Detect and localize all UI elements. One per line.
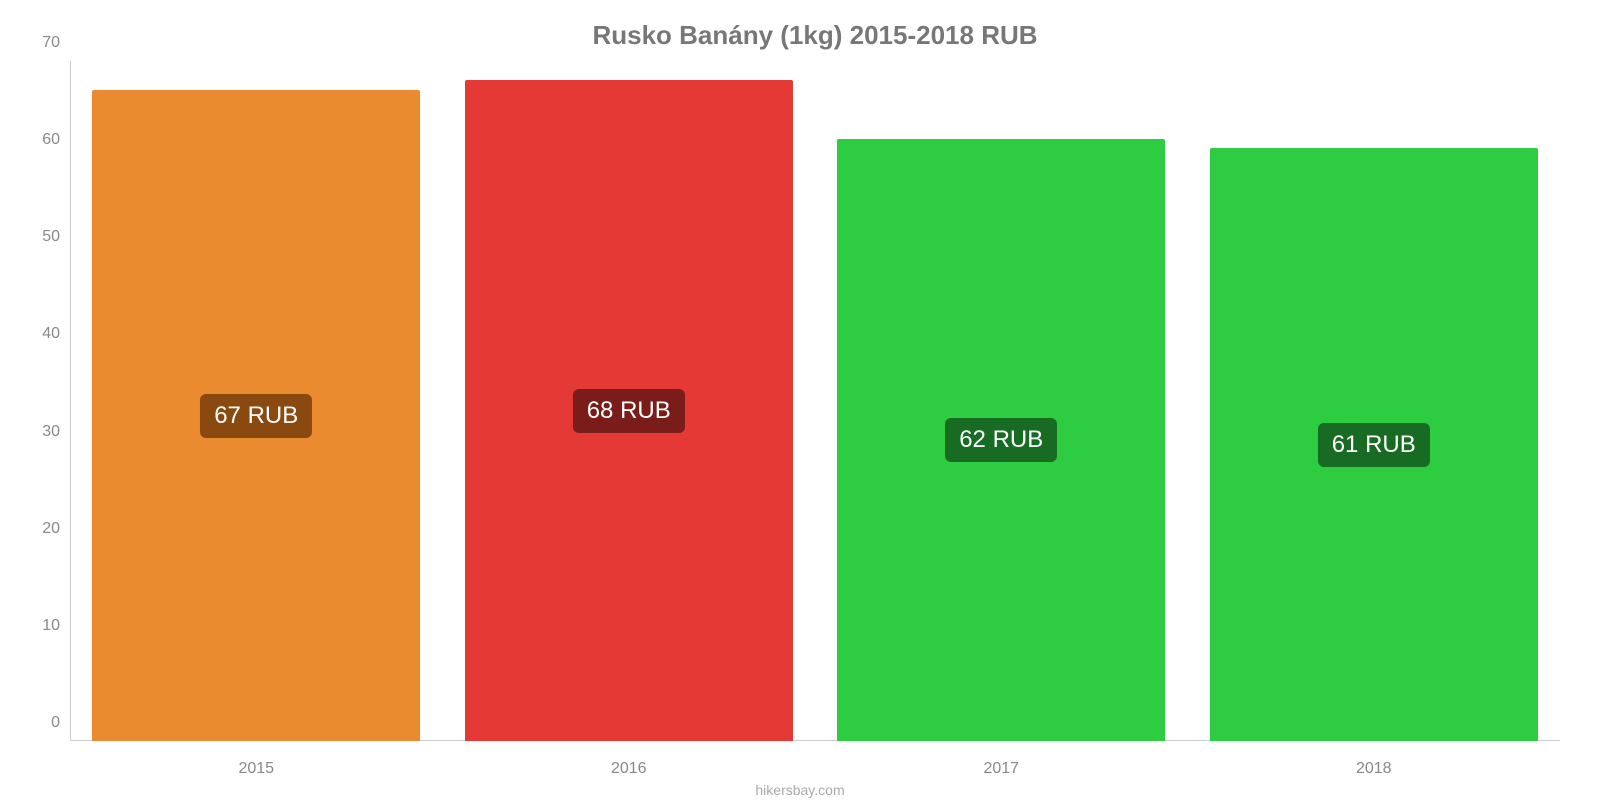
- y-tick-label: 50: [20, 228, 60, 246]
- x-tick-label: 2016: [465, 760, 793, 778]
- bar-slot: 62 RUB: [837, 61, 1165, 741]
- bar-value-label: 67 RUB: [200, 394, 312, 438]
- y-tick-label: 40: [20, 325, 60, 343]
- y-tick-label: 60: [20, 131, 60, 149]
- bar-value-label: 61 RUB: [1318, 423, 1430, 467]
- bar: 61 RUB: [1210, 148, 1538, 741]
- bar-slot: 67 RUB: [92, 61, 420, 741]
- bar-value-label: 68 RUB: [573, 389, 685, 433]
- chart-title: Rusko Banány (1kg) 2015-2018 RUB: [70, 20, 1560, 51]
- bar: 62 RUB: [837, 139, 1165, 741]
- bar: 67 RUB: [92, 90, 420, 741]
- chart-footer: hikersbay.com: [0, 782, 1600, 798]
- x-axis-labels: 2015 2016 2017 2018: [70, 760, 1560, 778]
- x-tick-label: 2018: [1210, 760, 1538, 778]
- y-tick-label: 20: [20, 520, 60, 538]
- plot-area: 010203040506070 67 RUB68 RUB62 RUB61 RUB: [70, 61, 1560, 741]
- chart-container: Rusko Banány (1kg) 2015-2018 RUB 0 10 20 30…: [0, 0, 1600, 800]
- y-tick-label: 10: [20, 617, 60, 635]
- bar: 68 RUB: [465, 80, 793, 741]
- bars-group: 67 RUB 68 RUB 62 RUB 61 RUB: [70, 61, 1560, 741]
- y-tick-label: 70: [20, 34, 60, 52]
- x-tick-label: 2015: [92, 760, 420, 778]
- bar-slot: 68 RUB: [465, 61, 793, 741]
- bar-value-label: 62 RUB: [945, 418, 1057, 462]
- y-tick-label: 0: [20, 714, 60, 732]
- y-tick-label: 30: [20, 423, 60, 441]
- x-tick-label: 2017: [837, 760, 1165, 778]
- bar-slot: 61 RUB: [1210, 61, 1538, 741]
